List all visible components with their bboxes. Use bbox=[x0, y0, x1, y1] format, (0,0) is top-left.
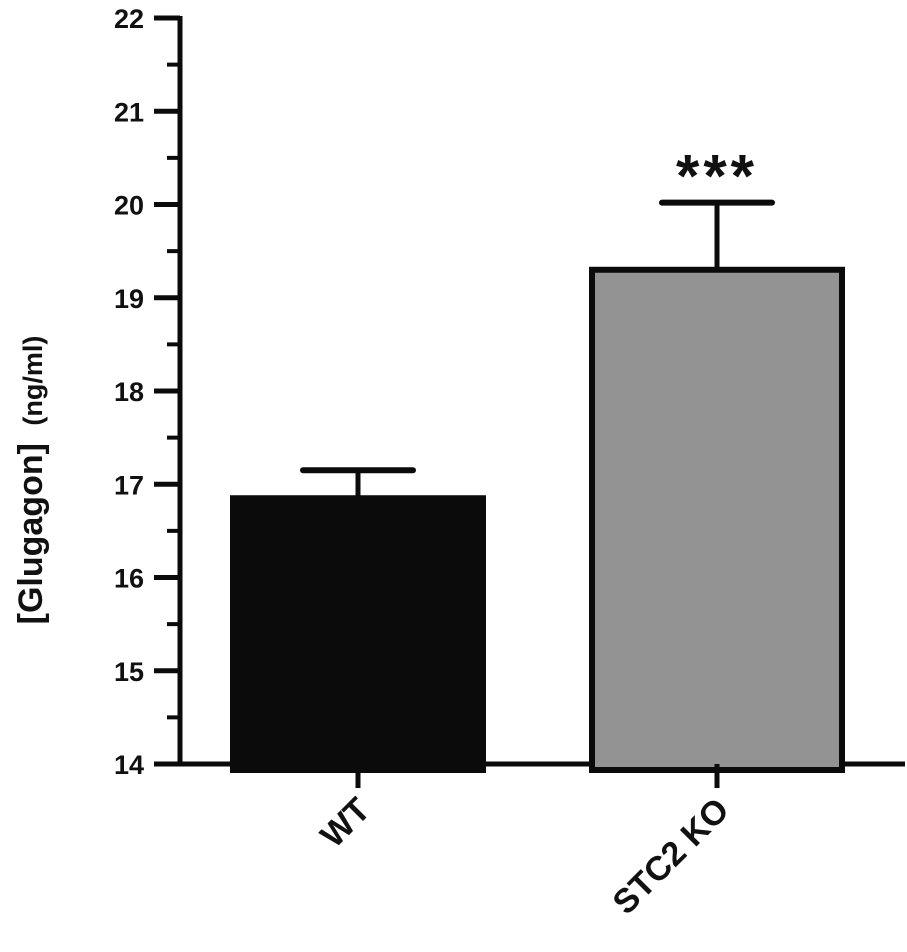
y-tick-label: 15 bbox=[114, 657, 144, 687]
x-tick-label: WT bbox=[313, 791, 377, 855]
y-tick-label: 17 bbox=[114, 470, 144, 500]
y-axis-ticks: 14 15 16 17 18 19 20 21 22 bbox=[114, 4, 180, 780]
x-axis-ticks: WT STC2 KO bbox=[313, 764, 737, 922]
y-tick-label: 19 bbox=[114, 284, 144, 314]
y-axis-title-text: [Glugagon] bbox=[12, 443, 50, 624]
y-tick-label: 14 bbox=[114, 750, 144, 780]
bars bbox=[230, 199, 845, 773]
y-tick-label: 22 bbox=[114, 4, 144, 34]
y-tick-label: 20 bbox=[114, 191, 144, 221]
annotations: *** bbox=[676, 143, 758, 210]
y-tick-label: 21 bbox=[114, 97, 144, 127]
y-axis-title-unit: (ng/ml) bbox=[18, 336, 48, 426]
significance-label: *** bbox=[676, 143, 758, 210]
bar bbox=[230, 495, 486, 773]
y-tick-label: 16 bbox=[114, 564, 144, 594]
bar bbox=[589, 266, 845, 773]
x-tick-label: STC2 KO bbox=[606, 791, 737, 922]
y-tick-label: 18 bbox=[114, 377, 144, 407]
y-axis-title: [Glugagon] (ng/ml) bbox=[12, 336, 50, 625]
